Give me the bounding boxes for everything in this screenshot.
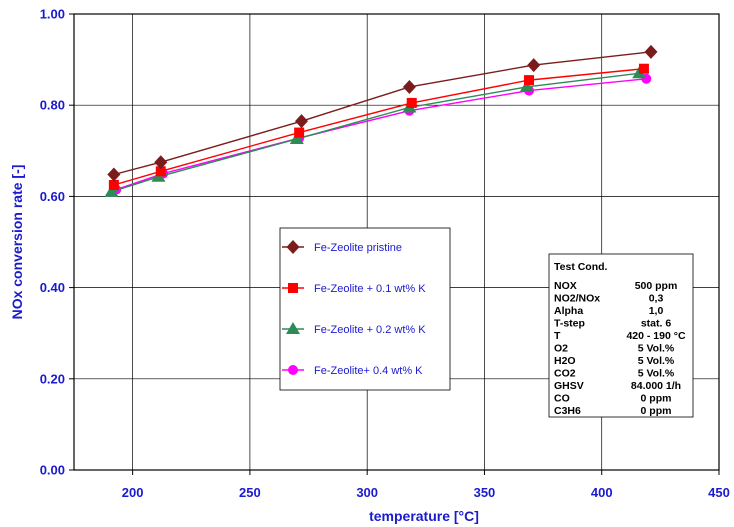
x-tick-label: 400 <box>591 485 613 500</box>
test-condition-value: 1,0 <box>649 305 664 317</box>
legend-label: Fe-Zeolite + 0.2 wt% K <box>314 324 426 336</box>
series-4 <box>111 73 652 195</box>
test-condition-key: CO <box>554 393 570 405</box>
test-condition-value: 420 - 190 °C <box>626 330 685 342</box>
y-tick-label: 0.60 <box>40 189 65 204</box>
data-point <box>104 184 119 197</box>
grid <box>74 14 719 470</box>
legend-label: Fe-Zeolite+ 0.4 wt% K <box>314 365 423 377</box>
test-condition-key: H2O <box>554 355 576 367</box>
test-conditions-frame <box>548 253 694 418</box>
data-point <box>289 131 304 144</box>
x-axis-label: temperature [°C] <box>369 508 479 524</box>
test-condition-key: C3H6 <box>554 405 581 417</box>
y-tick-label: 0.00 <box>40 463 65 478</box>
test-condition-key: NOX <box>554 280 577 292</box>
series-line <box>111 72 640 193</box>
series-layer <box>104 44 658 197</box>
data-point <box>154 155 168 170</box>
test-condition-value: 0 ppm <box>641 393 672 405</box>
test-condition-value: 0,3 <box>649 293 664 305</box>
test-condition-key: NO2/NOx <box>554 293 600 305</box>
data-point <box>155 166 166 177</box>
data-point <box>295 114 309 129</box>
data-point <box>402 79 416 94</box>
y-axis-label: NOx conversion rate [-] <box>9 165 25 320</box>
series-line <box>113 68 645 186</box>
test-conditions-box: Test Cond. NOX 500 ppm NO2/NOx 0,3 Alpha 1,0 T… <box>548 253 694 418</box>
data-point <box>524 75 535 86</box>
y-tick-label: 1.00 <box>40 7 65 22</box>
x-axis: 200 250 300 350 400 450 <box>122 470 730 500</box>
test-condition-key: O2 <box>554 343 568 355</box>
legend-marker <box>286 322 300 334</box>
x-tick-label: 450 <box>708 485 730 500</box>
y-tick-label: 0.40 <box>40 280 65 295</box>
data-point <box>406 97 417 108</box>
series-2 <box>108 63 649 190</box>
test-condition-key: Alpha <box>554 305 583 317</box>
series-1 <box>107 44 658 182</box>
test-condition-value: 0 ppm <box>641 405 672 417</box>
test-condition-value: stat. 6 <box>641 318 672 330</box>
series-line <box>113 51 652 176</box>
data-point <box>108 180 119 190</box>
x-tick-label: 300 <box>356 485 378 500</box>
test-condition-value: 500 ppm <box>635 280 678 292</box>
test-condition-key: T-step <box>554 318 585 330</box>
series-3 <box>104 66 647 197</box>
test-condition-key: GHSV <box>554 380 584 392</box>
data-point <box>294 127 305 138</box>
y-tick-label: 0.80 <box>40 98 65 113</box>
y-tick-label: 0.20 <box>40 371 65 386</box>
legend-marker <box>286 240 300 254</box>
legend: Fe-Zeolite pristine Fe-Zeolite + 0.1 wt% … <box>279 227 451 391</box>
data-point <box>638 63 649 74</box>
test-condition-value: 84.000 1/h <box>631 380 681 392</box>
data-point <box>107 167 121 182</box>
legend-marker <box>288 365 298 375</box>
x-tick-label: 200 <box>122 485 144 500</box>
legend-label: Fe-Zeolite pristine <box>314 242 402 254</box>
legend-marker <box>288 283 298 293</box>
legend-box <box>279 227 451 391</box>
test-condition-value: 5 Vol.% <box>638 368 675 380</box>
test-conditions-title: Test Cond. <box>554 261 608 273</box>
y-axis: 0.00 0.20 0.40 0.60 0.80 1.00 <box>40 7 74 478</box>
test-condition-key: CO2 <box>554 368 576 380</box>
data-point <box>644 44 658 59</box>
plot-frame <box>73 13 720 471</box>
test-condition-value: 5 Vol.% <box>638 343 675 355</box>
x-tick-label: 250 <box>239 485 261 500</box>
data-point <box>527 58 541 73</box>
test-condition-key: T <box>554 330 561 342</box>
x-tick-label: 350 <box>474 485 496 500</box>
test-condition-value: 5 Vol.% <box>638 355 675 367</box>
legend-label: Fe-Zeolite + 0.1 wt% K <box>314 283 426 295</box>
data-point <box>519 79 534 92</box>
